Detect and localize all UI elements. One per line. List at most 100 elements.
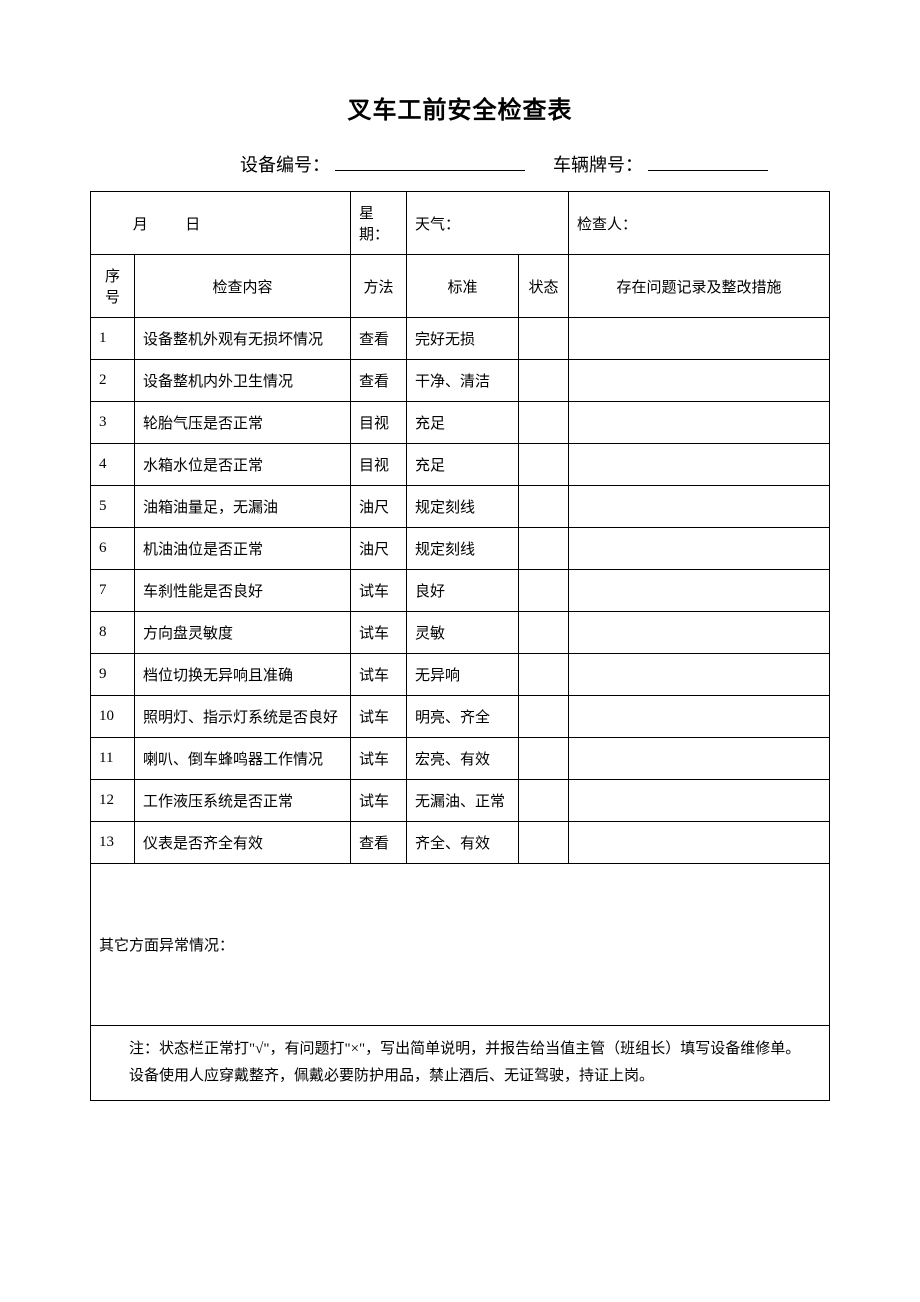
cell-content: 仪表是否齐全有效	[135, 822, 351, 864]
hdr-standard: 标准	[407, 255, 519, 318]
cell-method: 油尺	[351, 486, 407, 528]
table-row: 9档位切换无异响且准确试车无异响	[91, 654, 830, 696]
cell-seq: 13	[91, 822, 135, 864]
cell-standard: 无漏油、正常	[407, 780, 519, 822]
cell-content: 水箱水位是否正常	[135, 444, 351, 486]
cell-method: 试车	[351, 780, 407, 822]
cell-status	[519, 570, 569, 612]
inspection-table: 月 日 星期： 天气： 检查人： 序号 检查内容 方法 标准 状态 存在问题记录…	[90, 191, 830, 1101]
cell-seq: 3	[91, 402, 135, 444]
cell-method: 查看	[351, 360, 407, 402]
cell-method: 查看	[351, 318, 407, 360]
cell-content: 设备整机外观有无损坏情况	[135, 318, 351, 360]
header-row: 序号 检查内容 方法 标准 状态 存在问题记录及整改措施	[91, 255, 830, 318]
cell-status	[519, 486, 569, 528]
page: 叉车工前安全检查表 设备编号： 车辆牌号： 月 日 星期： 天气	[0, 0, 920, 1302]
cell-method: 试车	[351, 696, 407, 738]
cell-method: 油尺	[351, 528, 407, 570]
table-row: 8方向盘灵敏度试车灵敏	[91, 612, 830, 654]
cell-standard: 灵敏	[407, 612, 519, 654]
cell-status	[519, 738, 569, 780]
cell-seq: 8	[91, 612, 135, 654]
table-row: 10照明灯、指示灯系统是否良好试车明亮、齐全	[91, 696, 830, 738]
cell-standard: 干净、清洁	[407, 360, 519, 402]
cell-record	[569, 822, 830, 864]
subline: 设备编号： 车辆牌号：	[90, 151, 830, 177]
table-row: 2设备整机内外卫生情况查看干净、清洁	[91, 360, 830, 402]
cell-status	[519, 360, 569, 402]
table-row: 6机油油位是否正常油尺规定刻线	[91, 528, 830, 570]
other-label: 其它方面异常情况：	[99, 938, 234, 954]
table-row: 4水箱水位是否正常目视充足	[91, 444, 830, 486]
cell-method: 目视	[351, 444, 407, 486]
cell-method: 目视	[351, 402, 407, 444]
cell-status	[519, 822, 569, 864]
cell-content: 车刹性能是否良好	[135, 570, 351, 612]
cell-standard: 完好无损	[407, 318, 519, 360]
cell-standard: 无异响	[407, 654, 519, 696]
cell-status	[519, 612, 569, 654]
table-row: 3轮胎气压是否正常目视充足	[91, 402, 830, 444]
cell-content: 工作液压系统是否正常	[135, 780, 351, 822]
page-title: 叉车工前安全检查表	[90, 90, 830, 125]
cell-record	[569, 528, 830, 570]
cell-method: 试车	[351, 612, 407, 654]
cell-status	[519, 654, 569, 696]
other-row: 其它方面异常情况：	[91, 864, 830, 1026]
plate-no-blank	[648, 153, 768, 171]
hdr-seq: 序号	[91, 255, 135, 318]
info-row: 月 日 星期： 天气： 检查人：	[91, 192, 830, 255]
cell-seq: 10	[91, 696, 135, 738]
cell-method: 试车	[351, 654, 407, 696]
cell-seq: 4	[91, 444, 135, 486]
weather-cell: 天气：	[407, 192, 569, 255]
cell-standard: 规定刻线	[407, 486, 519, 528]
cell-seq: 7	[91, 570, 135, 612]
cell-seq: 2	[91, 360, 135, 402]
cell-standard: 齐全、有效	[407, 822, 519, 864]
cell-standard: 充足	[407, 444, 519, 486]
cell-seq: 5	[91, 486, 135, 528]
cell-method: 试车	[351, 570, 407, 612]
cell-status	[519, 780, 569, 822]
cell-record	[569, 780, 830, 822]
hdr-record: 存在问题记录及整改措施	[569, 255, 830, 318]
cell-status	[519, 528, 569, 570]
cell-record	[569, 318, 830, 360]
cell-content: 机油油位是否正常	[135, 528, 351, 570]
cell-content: 油箱油量足，无漏油	[135, 486, 351, 528]
cell-status	[519, 318, 569, 360]
cell-record	[569, 612, 830, 654]
cell-content: 照明灯、指示灯系统是否良好	[135, 696, 351, 738]
cell-record	[569, 444, 830, 486]
hdr-content: 检查内容	[135, 255, 351, 318]
table-row: 7车刹性能是否良好试车良好	[91, 570, 830, 612]
cell-record	[569, 486, 830, 528]
date-cell: 月 日	[91, 192, 351, 255]
cell-standard: 宏亮、有效	[407, 738, 519, 780]
cell-standard: 充足	[407, 402, 519, 444]
cell-standard: 良好	[407, 570, 519, 612]
cell-seq: 1	[91, 318, 135, 360]
cell-content: 轮胎气压是否正常	[135, 402, 351, 444]
note-line2: 设备使用人应穿戴整齐，佩戴必要防护用品，禁止酒后、无证驾驶，持证上岗。	[99, 1063, 821, 1090]
equip-no-label: 设备编号：	[240, 155, 330, 175]
cell-standard: 规定刻线	[407, 528, 519, 570]
cell-standard: 明亮、齐全	[407, 696, 519, 738]
table-row: 11喇叭、倒车蜂鸣器工作情况试车宏亮、有效	[91, 738, 830, 780]
cell-seq: 6	[91, 528, 135, 570]
weekday-cell: 星期：	[351, 192, 407, 255]
table-row: 13仪表是否齐全有效查看齐全、有效	[91, 822, 830, 864]
table-row: 1设备整机外观有无损坏情况查看完好无损	[91, 318, 830, 360]
cell-seq: 12	[91, 780, 135, 822]
table-row: 5油箱油量足，无漏油油尺规定刻线	[91, 486, 830, 528]
cell-record	[569, 360, 830, 402]
table-row: 12工作液压系统是否正常试车无漏油、正常	[91, 780, 830, 822]
other-cell: 其它方面异常情况：	[91, 864, 830, 1026]
hdr-method: 方法	[351, 255, 407, 318]
cell-seq: 11	[91, 738, 135, 780]
cell-seq: 9	[91, 654, 135, 696]
day-label: 日	[185, 217, 200, 233]
cell-content: 档位切换无异响且准确	[135, 654, 351, 696]
cell-content: 设备整机内外卫生情况	[135, 360, 351, 402]
